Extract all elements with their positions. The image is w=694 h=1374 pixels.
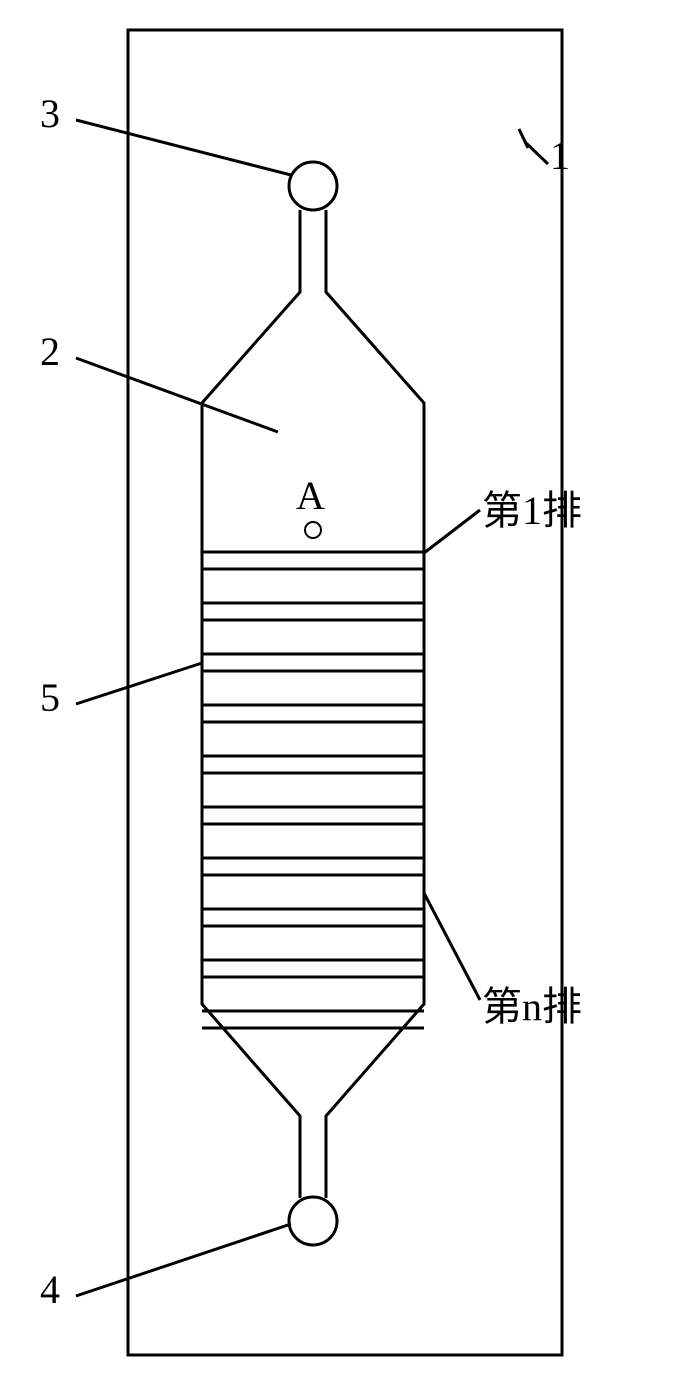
label-row-1: 第1排 <box>482 478 582 536</box>
diagram-container: 1 3 2 5 4 A 第1排 第n排 <box>0 0 694 1374</box>
label-4: 4 <box>40 1266 60 1313</box>
label-A: A <box>296 472 325 519</box>
label-2: 2 <box>40 328 60 375</box>
label-3: 3 <box>40 90 60 137</box>
diagram-svg <box>0 0 694 1374</box>
label-5: 5 <box>40 674 60 721</box>
label-1: 1 <box>550 132 570 179</box>
label-row-n: 第n排 <box>482 974 582 1032</box>
